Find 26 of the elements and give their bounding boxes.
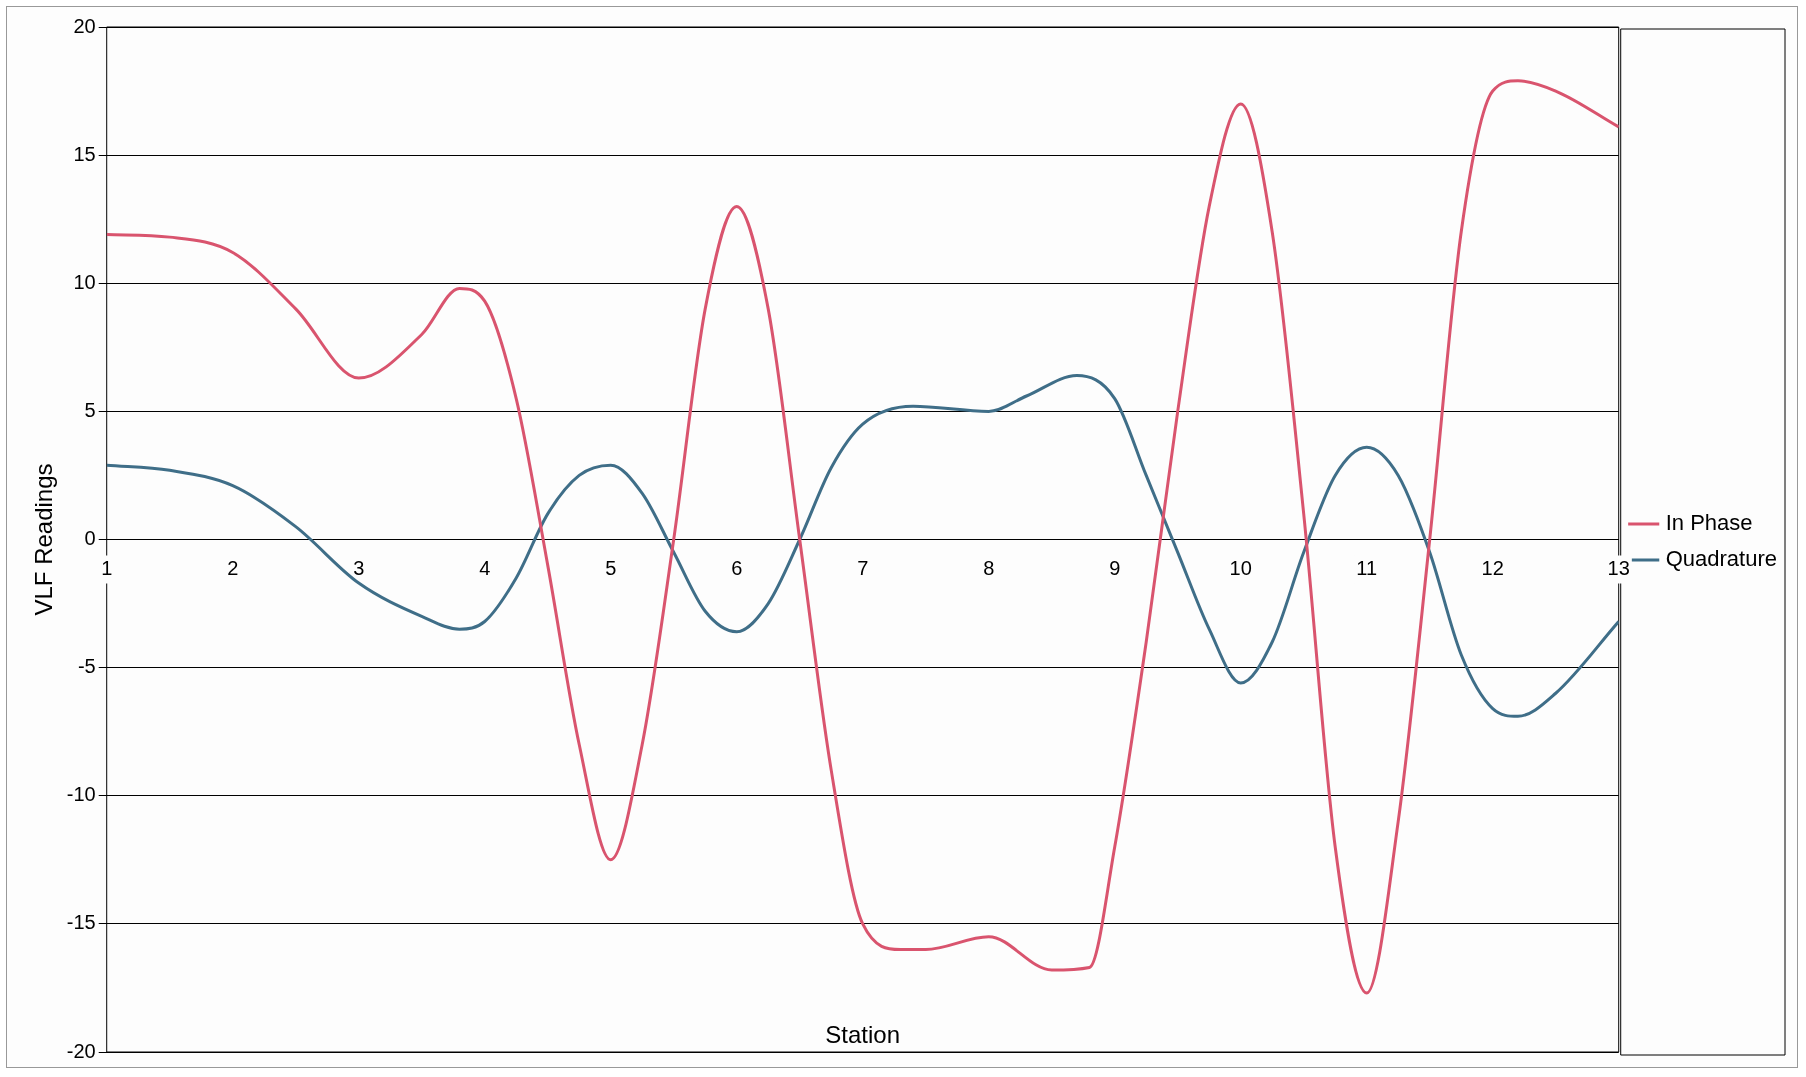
- x-tick-label: 7: [857, 557, 869, 580]
- y-tick-label: -10: [66, 783, 96, 806]
- x-tick-label: 4: [479, 557, 491, 580]
- x-tick-label: 1: [101, 557, 113, 580]
- y-tick-label: 0: [84, 527, 96, 550]
- x-tick-label: 8: [983, 557, 995, 580]
- y-tick-label: 5: [84, 398, 96, 421]
- x-tick-label: 9: [1109, 557, 1121, 580]
- y-tick-label: 20: [73, 14, 96, 37]
- y-tick-label: -15: [66, 911, 96, 934]
- legend-label: Quadrature: [1665, 546, 1778, 572]
- x-tick-label: 5: [605, 557, 617, 580]
- x-tick-label: 6: [731, 557, 743, 580]
- y-tick-label: -20: [66, 1039, 96, 1062]
- y-tick-label: 15: [73, 142, 96, 165]
- x-tick-label: 3: [353, 557, 365, 580]
- x-tick-label: 10: [1229, 557, 1252, 580]
- x-tick-label: 2: [227, 557, 239, 580]
- y-axis-title: VLF Readings: [30, 463, 58, 616]
- x-axis-title: Station: [825, 1020, 901, 1048]
- x-tick-label: 12: [1481, 557, 1504, 580]
- x-tick-label: 13: [1607, 557, 1630, 580]
- y-tick-label: -5: [77, 655, 96, 678]
- legend-label: In Phase: [1665, 510, 1753, 536]
- y-tick-label: 10: [73, 270, 96, 293]
- x-tick-label: 11: [1356, 557, 1378, 580]
